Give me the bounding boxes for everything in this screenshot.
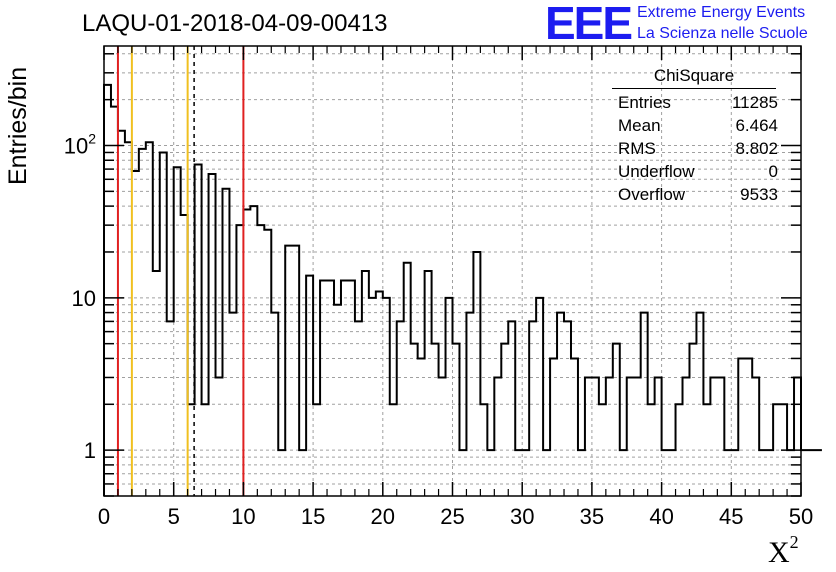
stats-row-overflow: Overflow 9533 bbox=[618, 183, 778, 206]
stats-value: 6.464 bbox=[735, 116, 778, 135]
y-axis-label: Entries/bin bbox=[4, 66, 32, 185]
x-axis-label: X2 bbox=[768, 532, 799, 570]
x-axis-label-base: X bbox=[768, 536, 790, 569]
stats-row-underflow: Underflow 0 bbox=[618, 160, 778, 183]
stats-label: Overflow bbox=[618, 185, 686, 204]
stats-value: 0 bbox=[768, 162, 778, 181]
x-tick-label: 45 bbox=[719, 504, 743, 529]
stats-box: ChiSquare Entries 11285 Mean 6.464 RMS 8.80… bbox=[608, 66, 780, 206]
x-axis-label-sup: 2 bbox=[789, 532, 799, 552]
stats-value: 8.802 bbox=[735, 139, 778, 158]
stats-row-entries: Entries 11285 bbox=[618, 91, 778, 114]
histogram-series bbox=[103, 83, 822, 496]
logo-line-1: Extreme Energy Events bbox=[637, 4, 806, 21]
x-tick-label: 40 bbox=[649, 504, 673, 529]
x-tick-label: 25 bbox=[440, 504, 464, 529]
x-tick-label: 20 bbox=[371, 504, 395, 529]
y-tick-label: 102 bbox=[64, 130, 96, 158]
logo-line-2: La Scienza nelle Scuole bbox=[637, 25, 808, 42]
stats-row-mean: Mean 6.464 bbox=[618, 114, 778, 137]
y-tick-label: 10 bbox=[72, 286, 96, 311]
x-tick-label: 5 bbox=[168, 504, 180, 529]
x-tick-label: 35 bbox=[580, 504, 604, 529]
y-tick-label-sup: 2 bbox=[88, 130, 96, 146]
stats-value: 11285 bbox=[731, 93, 778, 112]
y-tick-label: 1 bbox=[84, 438, 96, 463]
x-tick-label: 30 bbox=[510, 504, 534, 529]
stats-label: RMS bbox=[618, 139, 656, 158]
x-tick-label: 15 bbox=[301, 504, 325, 529]
stats-row-rms: RMS 8.802 bbox=[618, 137, 778, 160]
stats-label: Underflow bbox=[618, 162, 695, 181]
stats-label: Entries bbox=[618, 93, 671, 112]
eee-logo: EEE bbox=[545, 0, 633, 49]
x-tick-label: 0 bbox=[98, 504, 110, 529]
x-tick-label: 10 bbox=[231, 504, 255, 529]
chart-title: LAQU-01-2018-04-09-00413 bbox=[82, 10, 388, 37]
stats-label: Mean bbox=[618, 116, 661, 135]
stats-value: 9533 bbox=[740, 185, 778, 204]
x-tick-label: 50 bbox=[789, 504, 813, 529]
stats-header: ChiSquare bbox=[612, 66, 776, 89]
